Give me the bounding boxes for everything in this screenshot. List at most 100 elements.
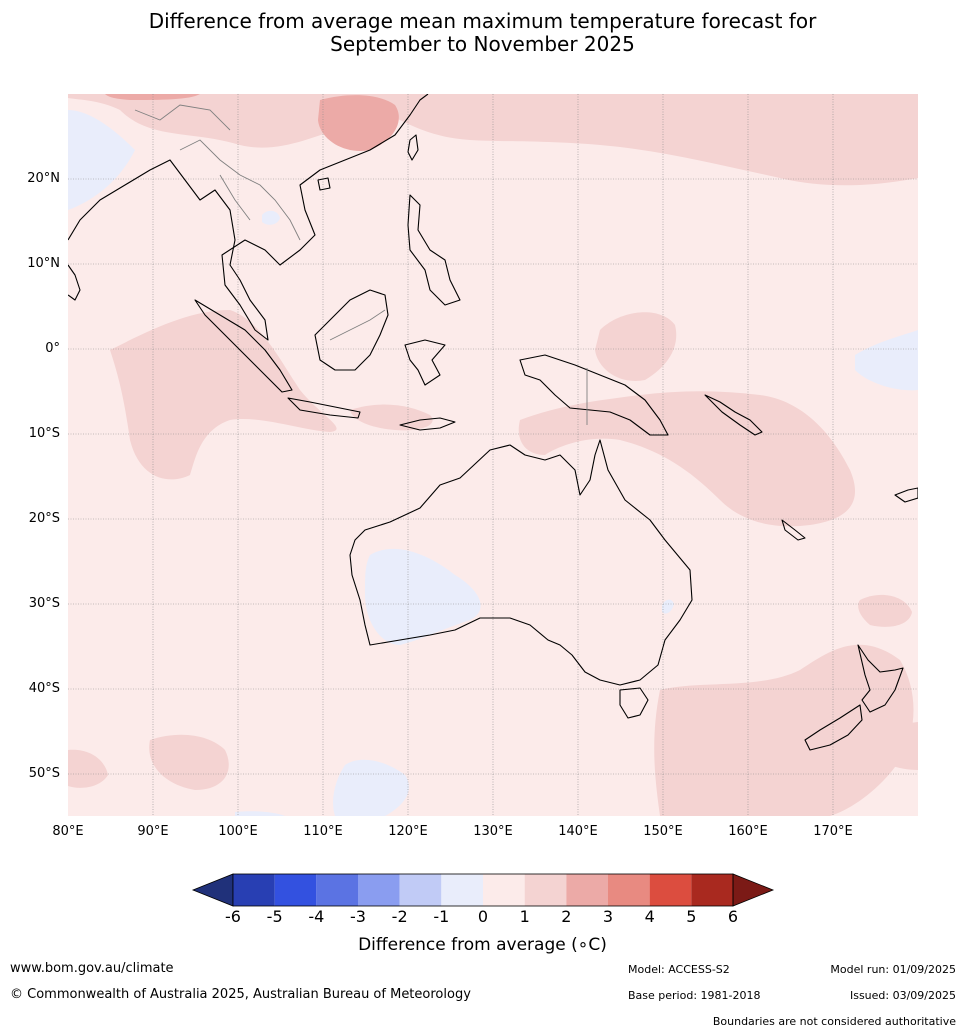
region-india-cool (68, 110, 135, 210)
region-maritime-warm (350, 404, 433, 431)
lon-label-120e: 120°E (388, 824, 428, 839)
colorbar-label: Difference from average (∘C) (0, 935, 965, 955)
sumatra-coastline (194, 299, 293, 393)
colorbar-bin (608, 874, 650, 906)
colorbar-tick-label: 4 (644, 907, 655, 926)
lat-label-30s: 30°S (28, 596, 60, 611)
region-vietnam-cool (262, 210, 280, 225)
colorbar-tick-label: -2 (391, 907, 408, 926)
colorbar-bin (566, 874, 608, 906)
lat-label-10n: 10°N (27, 256, 60, 271)
coastlines (68, 94, 918, 751)
lat-label-20n: 20°N (27, 171, 60, 186)
website-link[interactable]: www.bom.gov.au/climate (10, 961, 174, 976)
new-caledonia-coastline (781, 519, 806, 541)
colorbar-extend-high (732, 873, 775, 907)
colorbar-frame (232, 873, 734, 907)
colorbar-tick-label: -5 (266, 907, 283, 926)
colorbar-label-text: Difference from average ( (358, 935, 578, 955)
colorbar-tick-label: 0 (477, 907, 489, 926)
borneo-border (329, 309, 386, 341)
lon-label-110e: 110°E (303, 824, 343, 839)
lon-label-140e: 140°E (558, 824, 598, 839)
philippines-coastline (407, 194, 461, 306)
region-south-east-warm (868, 722, 918, 770)
disclaimer-text: Boundaries are not considered authoritat… (712, 1015, 956, 1028)
colorbar-bin (399, 874, 442, 906)
colorbar-tick-label: -4 (308, 907, 325, 926)
colorbar-bin (483, 874, 525, 906)
colorbar-bin (233, 874, 275, 906)
region-coral-sea-warm (518, 391, 856, 527)
colorbar-tick-label: 6 (727, 907, 739, 926)
colorbar-bin (691, 874, 733, 906)
region-pacific-cool (855, 330, 918, 391)
colorbar-tick-label: -1 (433, 907, 450, 926)
lat-label-10s: 10°S (28, 426, 60, 441)
lat-label-40s: 40°S (28, 681, 60, 696)
region-png-warm (595, 312, 677, 381)
colorbar-bin (358, 874, 400, 906)
java-coastline (287, 397, 361, 419)
colorbar-tick-label: 2 (561, 907, 572, 926)
country-borders (134, 104, 588, 425)
borneo-coastline (314, 289, 389, 371)
new-guinea-coastline (519, 354, 669, 436)
anomaly-negative-regions (68, 110, 918, 816)
colorbar-tick-label: -3 (350, 907, 366, 926)
colorbar-tick-label: -6 (225, 907, 241, 926)
lon-label-130e: 130°E (473, 824, 513, 839)
model-text: Model: ACCESS-S2 (628, 963, 730, 976)
australia-coastline (349, 439, 693, 686)
lat-label-50s: 50°S (28, 766, 60, 781)
base-period-text: Base period: 1981-2018 (628, 989, 761, 1002)
lon-label-160e: 160°E (728, 824, 768, 839)
colorbar-extend-low (191, 873, 234, 907)
region-tasman-warm (654, 644, 914, 816)
lon-label-100e: 100°E (218, 824, 258, 839)
lon-label-150e: 150°E (643, 824, 683, 839)
tasmania-coastline (619, 687, 649, 719)
title-line-1: Difference from average mean maximum tem… (148, 9, 817, 33)
colorbar-bin (524, 874, 567, 906)
colorbar-tick-label: 1 (519, 907, 530, 926)
colorbar-bin (274, 874, 317, 906)
region-north-edge-warm (105, 94, 200, 100)
sulawesi-coastline (404, 339, 446, 386)
region-indian-ocean-warm (110, 310, 337, 480)
lat-label-0: 0° (45, 341, 60, 356)
colorbar-tick-label: 3 (602, 907, 614, 926)
map-area (68, 94, 918, 816)
taiwan-coastline (407, 134, 419, 161)
anomaly-2-to-3-regions (105, 94, 399, 151)
region-china-warm (318, 95, 399, 151)
copyright-text: © Commonwealth of Australia 2025, Austra… (10, 987, 471, 1002)
solomon-coastline (704, 394, 763, 436)
colorbar-bin (441, 874, 483, 906)
region-south-edge-cool (235, 811, 285, 816)
region-south-indian-warm (149, 734, 229, 790)
region-far-south-west-warm (68, 749, 108, 788)
colorbar-bin (649, 874, 692, 906)
region-southern-ocean-cool (333, 759, 409, 816)
colorbar-bin (316, 874, 358, 906)
issued-text: Issued: 03/09/2025 (849, 989, 956, 1002)
lon-label-170e: 170°E (813, 824, 853, 839)
se-asia-borders (134, 104, 301, 241)
title-line-2: September to November 2025 (330, 32, 635, 56)
lon-label-90e: 90°E (137, 824, 169, 839)
region-qld-cool (662, 599, 674, 614)
india-coastline (68, 264, 81, 301)
region-wa-cool (365, 548, 481, 645)
graticule (68, 94, 918, 816)
model-run-text: Model run: 01/09/2025 (830, 963, 956, 976)
colorbar (191, 873, 775, 907)
region-east-pacific-warm (858, 594, 912, 627)
fiji-coastline (894, 487, 918, 503)
nz-north-coastline (857, 644, 904, 713)
chart-title: Difference from average mean maximum tem… (0, 10, 965, 56)
timor-coastline (399, 417, 456, 431)
lon-label-80e: 80°E (52, 824, 84, 839)
colorbar-tick-label: 5 (686, 907, 697, 926)
